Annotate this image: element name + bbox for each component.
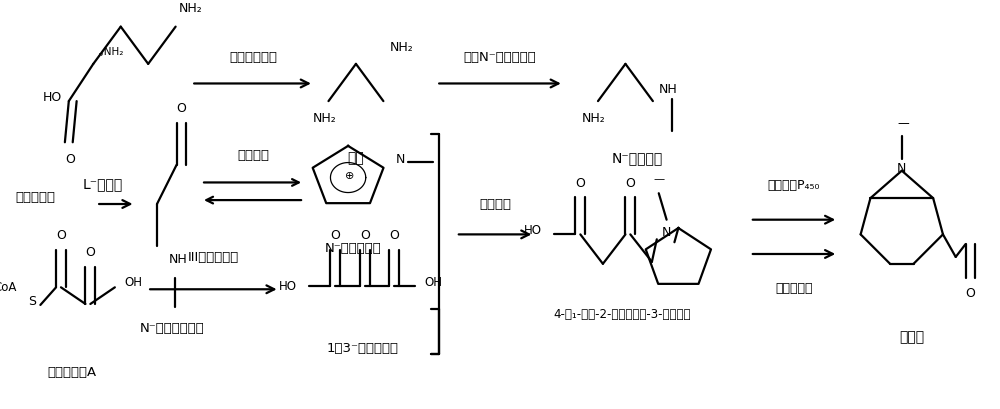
Text: 二胺氧化酶: 二胺氧化酶 [15, 191, 55, 204]
Text: N: N [395, 153, 405, 166]
Text: O: O [330, 229, 340, 242]
Text: 自发反应: 自发反应 [237, 148, 269, 162]
Text: —: — [653, 175, 664, 184]
Text: O: O [177, 102, 186, 115]
Text: OH: OH [125, 276, 143, 289]
Text: N: N [662, 226, 671, 239]
Text: 丙二酰辅酶A: 丙二酰辅酶A [47, 366, 96, 379]
Text: N⁻甲基氨基丁醉: N⁻甲基氨基丁醉 [139, 322, 204, 335]
Text: N⁻甲基腐胺: N⁻甲基腐胺 [612, 151, 663, 165]
Text: —: — [898, 117, 910, 130]
Text: N⁻甲基吠咍噌: N⁻甲基吠咍噌 [325, 242, 381, 255]
Text: O: O [389, 229, 399, 242]
Text: NH₂: NH₂ [313, 112, 336, 125]
Text: S: S [29, 294, 37, 308]
Text: 自发反应: 自发反应 [479, 198, 511, 211]
Text: OH: OH [425, 276, 443, 289]
Text: O: O [965, 287, 975, 300]
Text: N: N [897, 162, 906, 175]
Text: 腐胺N⁻甲基转移酶: 腐胺N⁻甲基转移酶 [464, 50, 536, 63]
Text: O: O [625, 177, 635, 190]
Text: ,,NH₂: ,,NH₂ [97, 47, 124, 57]
Text: HO: HO [524, 224, 542, 237]
Text: III型聚酰合酶: III型聚酰合酶 [188, 252, 239, 264]
Text: ⊕: ⊕ [345, 171, 355, 181]
Text: L⁻鸟氨酸: L⁻鸟氨酸 [83, 178, 123, 191]
Text: 腐胺: 腐胺 [348, 151, 364, 165]
Text: NH₂: NH₂ [179, 2, 202, 16]
Text: 4-（₁-甲基-2-吠咍烷基）-3-氧代丁酸: 4-（₁-甲基-2-吠咍烷基）-3-氧代丁酸 [554, 308, 691, 321]
Text: HO: HO [43, 91, 62, 104]
Text: CoA: CoA [0, 281, 17, 294]
Text: O: O [575, 177, 585, 190]
Text: O: O [85, 245, 95, 258]
Text: NH₂: NH₂ [389, 41, 413, 54]
Text: HO: HO [279, 280, 297, 293]
Text: 单胺氧化酶: 单胺氧化酶 [775, 282, 813, 295]
Text: 托品酰: 托品酰 [899, 330, 924, 344]
Text: 1，3⁻丙酰二羟酸: 1，3⁻丙酰二羟酸 [327, 342, 399, 355]
Text: NH: NH [169, 253, 188, 266]
Text: NH: NH [659, 83, 678, 96]
Text: O: O [56, 229, 66, 242]
Text: NH₂: NH₂ [582, 112, 606, 125]
Text: O: O [65, 153, 75, 166]
Text: O: O [360, 229, 370, 242]
Text: 鸟氨酸脱羟酶: 鸟氨酸脱羟酶 [229, 50, 277, 63]
Text: 细胞色素P₄₅₀: 细胞色素P₄₅₀ [768, 179, 820, 192]
